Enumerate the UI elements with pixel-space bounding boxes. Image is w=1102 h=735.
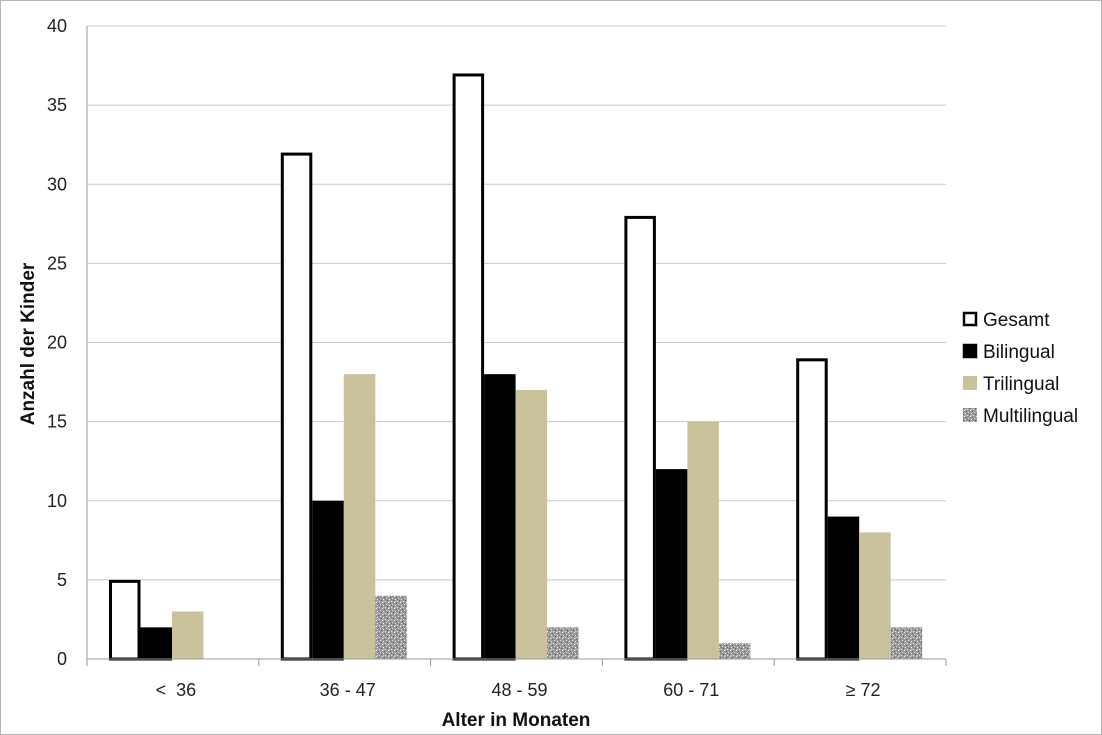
y-tick-label-20: 20 bbox=[47, 333, 67, 353]
legend-label-bilingual: Bilingual bbox=[983, 342, 1055, 363]
bar-multilingual-3 bbox=[718, 643, 751, 659]
bar-trilingual-3 bbox=[687, 421, 719, 659]
bar-gesamt-2 bbox=[452, 73, 485, 661]
legend-swatch-multilingual bbox=[963, 408, 977, 422]
bar-trilingual-1 bbox=[343, 374, 376, 659]
bar-multilingual-2 bbox=[547, 627, 579, 659]
legend-label-gesamt: Gesamt bbox=[983, 310, 1050, 331]
bars bbox=[109, 73, 923, 661]
bar-trilingual-2 bbox=[515, 389, 548, 659]
y-tick-label-30: 30 bbox=[47, 174, 67, 194]
bar-bilingual-4 bbox=[827, 516, 860, 661]
axes bbox=[86, 26, 947, 666]
y-tick-label-25: 25 bbox=[47, 253, 67, 273]
y-tick-label-40: 40 bbox=[47, 16, 67, 36]
bar-trilingual-4 bbox=[859, 532, 891, 659]
bar-multilingual-4 bbox=[890, 627, 923, 659]
bar-gesamt-1 bbox=[280, 152, 313, 661]
x-tick-label-4: ≥ 72 bbox=[846, 680, 881, 700]
y-tick-label-5: 5 bbox=[57, 570, 67, 590]
bar-bilingual-3 bbox=[655, 469, 688, 661]
legend-swatch-bilingual bbox=[962, 343, 978, 359]
y-tick-label-10: 10 bbox=[47, 491, 67, 511]
y-tick-label-0: 0 bbox=[57, 649, 67, 669]
bar-gesamt-4 bbox=[796, 358, 828, 661]
y-tick-label-35: 35 bbox=[47, 95, 67, 115]
legend-swatch-gesamt bbox=[962, 311, 978, 327]
y-axis-title: Anzahl der Kinder bbox=[18, 262, 39, 425]
x-tick-label-1: 36 - 47 bbox=[320, 680, 376, 700]
bar-multilingual-1 bbox=[375, 595, 407, 659]
legend: Gesamt Bilingual Trilingual Multilingual bbox=[962, 310, 1078, 427]
x-tick-label-0: < 36 bbox=[156, 680, 197, 700]
bar-bilingual-1 bbox=[312, 500, 344, 661]
x-tick-label-2: 48 - 59 bbox=[491, 680, 547, 700]
bar-gesamt-0 bbox=[109, 579, 141, 661]
legend-label-trilingual: Trilingual bbox=[983, 374, 1059, 395]
tick-labels: 0 5 10 15 20 25 30 35 40 < 36 36 - 47 48 - 59 60 - 7… bbox=[47, 16, 881, 700]
bar-gesamt-3 bbox=[624, 215, 656, 661]
x-axis-title: Alter in Monaten bbox=[442, 710, 591, 731]
bar-bilingual-2 bbox=[484, 374, 516, 661]
x-tick-label-3: 60 - 71 bbox=[663, 680, 719, 700]
legend-swatch-trilingual bbox=[963, 376, 977, 390]
bar-bilingual-0 bbox=[140, 627, 172, 661]
y-tick-label-15: 15 bbox=[47, 412, 67, 432]
bar-trilingual-0 bbox=[172, 611, 204, 659]
legend-label-multilingual: Multilingual bbox=[983, 406, 1078, 427]
